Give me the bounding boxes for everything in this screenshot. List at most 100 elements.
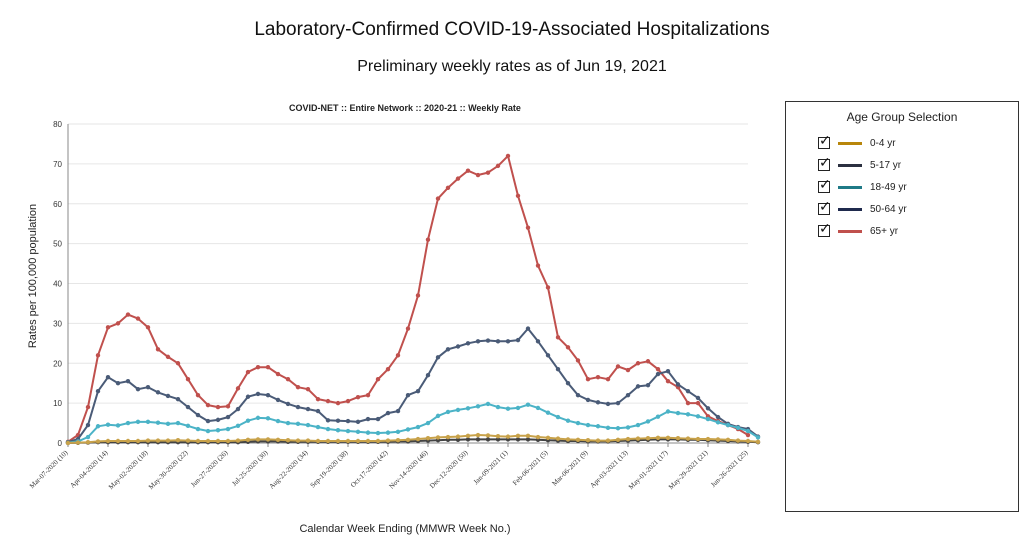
data-point (665, 369, 671, 374)
data-point (555, 414, 561, 420)
legend-item-50-64[interactable]: 50-64 yr (818, 199, 907, 217)
data-point (415, 436, 421, 442)
data-point (485, 401, 491, 407)
legend-title: Age Group Selection (846, 110, 958, 124)
data-point (505, 339, 511, 344)
data-point (465, 168, 471, 173)
data-point (605, 377, 611, 382)
data-point (535, 339, 541, 344)
data-point (495, 437, 501, 442)
series-50-64-yr (65, 326, 761, 445)
legend-item-5-17[interactable]: 5-17 yr (818, 155, 901, 173)
data-point (485, 338, 491, 343)
data-point (745, 432, 751, 438)
data-point (135, 316, 141, 321)
data-point (305, 386, 311, 392)
data-point (365, 416, 371, 422)
data-point (115, 380, 121, 386)
data-point (635, 436, 641, 441)
data-point (375, 438, 381, 444)
data-point (515, 337, 521, 343)
data-point (545, 435, 551, 441)
x-tick-label: Mar-06-2021 (9) (550, 448, 589, 487)
legend-swatch (838, 229, 862, 233)
data-point (215, 404, 221, 410)
data-point (275, 397, 281, 403)
data-point (65, 440, 71, 446)
data-point (105, 422, 111, 427)
legend-swatch (838, 163, 862, 167)
data-point (635, 384, 641, 389)
data-point (225, 426, 231, 432)
data-point (95, 424, 101, 429)
data-point (245, 437, 251, 443)
data-point (145, 419, 151, 425)
data-point (185, 423, 191, 429)
data-point (225, 404, 231, 409)
data-point (315, 396, 321, 402)
data-point (265, 416, 271, 421)
data-point (735, 425, 741, 431)
data-point (535, 405, 541, 411)
checkbox-65-plus[interactable] (818, 221, 831, 237)
x-tick-label: Jun-27-2020 (26) (189, 448, 230, 489)
x-tick-label: Apr-04-2020 (14) (69, 448, 110, 489)
data-point (145, 325, 151, 330)
checkbox-50-64[interactable] (818, 199, 831, 215)
x-tick-label: May-29-2021 (21) (667, 448, 710, 491)
data-point (265, 392, 271, 398)
data-point (455, 407, 461, 413)
data-point (385, 410, 391, 416)
data-point (655, 435, 661, 441)
legend-swatch (838, 207, 862, 211)
data-point (205, 438, 211, 444)
y-axis-label: Rates per 100,000 population (27, 204, 39, 348)
data-point (645, 382, 651, 388)
checkbox-18-49[interactable] (818, 177, 831, 193)
x-tick-label: Jul-25-2020 (30) (230, 448, 270, 488)
data-point (605, 401, 611, 407)
data-point (585, 422, 591, 428)
y-tick-label: 40 (53, 280, 62, 289)
data-point (305, 438, 311, 443)
data-point (745, 438, 751, 444)
x-tick-label: May-02-2020 (18) (107, 448, 150, 491)
data-point (135, 438, 141, 444)
data-point (175, 438, 181, 443)
data-point (195, 412, 201, 418)
checkbox-0-4[interactable] (818, 133, 831, 149)
data-point (285, 401, 291, 407)
data-point (165, 438, 171, 443)
data-point (325, 426, 331, 432)
legend-item-0-4[interactable]: 0-4 yr (818, 133, 896, 151)
data-point (455, 437, 461, 443)
data-point (675, 436, 681, 441)
data-point (185, 438, 191, 443)
data-point (515, 433, 521, 439)
checkbox-5-17[interactable] (818, 155, 831, 171)
data-point (265, 437, 271, 442)
data-point (285, 420, 291, 426)
data-point (365, 438, 371, 444)
data-point (385, 430, 391, 435)
data-point (335, 400, 341, 406)
data-point (365, 392, 371, 398)
data-point (585, 377, 591, 382)
data-point (305, 406, 311, 412)
x-tick-label: Feb-06-2021 (5) (511, 448, 550, 487)
legend-label: 18-49 yr (870, 181, 907, 193)
data-point (165, 421, 171, 427)
y-tick-label: 30 (53, 319, 62, 328)
data-point (205, 418, 211, 424)
data-point (555, 335, 561, 340)
data-point (545, 353, 551, 358)
data-point (385, 438, 391, 443)
data-point (215, 417, 221, 423)
data-point (335, 438, 341, 444)
legend-item-65-plus[interactable]: 65+ yr (818, 221, 898, 239)
x-axis: Mar-07-2020 (10) Apr-04-2020 (14)May-02-2… (28, 443, 750, 491)
x-tick-label: Oct-17-2020 (42) (349, 448, 390, 489)
data-point (455, 344, 461, 349)
legend-item-18-49[interactable]: 18-49 yr (818, 177, 907, 195)
x-tick-label: Jan-09-2021 (1) (472, 448, 510, 486)
